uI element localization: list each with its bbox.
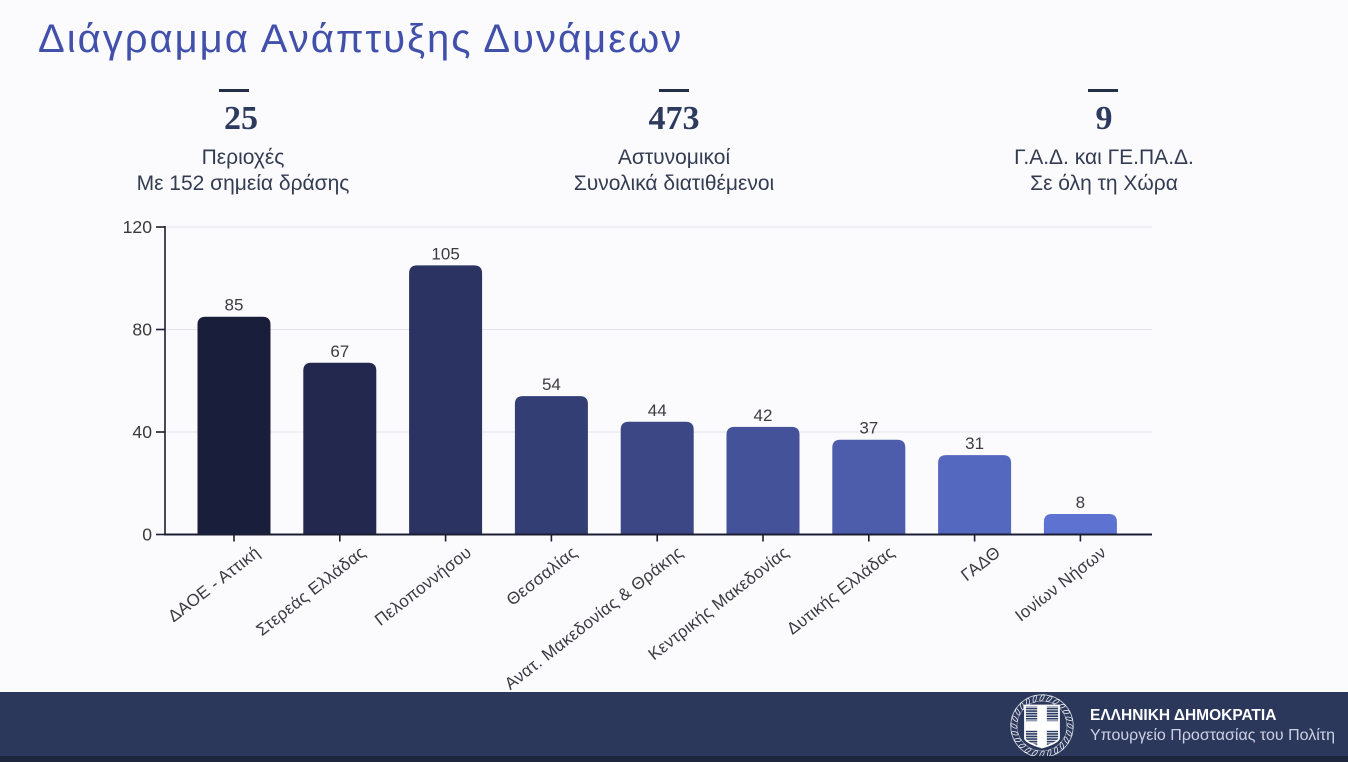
svg-text:31: 31 [965,434,984,453]
svg-text:67: 67 [330,342,349,361]
svg-text:105: 105 [431,244,459,263]
svg-text:80: 80 [132,320,152,340]
svg-text:42: 42 [754,406,773,425]
svg-text:0: 0 [142,525,152,545]
svg-text:Πελοποννήσου: Πελοποννήσου [371,543,475,630]
svg-text:Θεσσαλίας: Θεσσαλίας [503,543,581,610]
svg-text:ΓΑΔΘ: ΓΑΔΘ [957,543,1004,585]
svg-text:Ιονίων Νήσων: Ιονίων Νήσων [1012,543,1110,626]
svg-text:37: 37 [859,419,878,438]
svg-text:8: 8 [1076,493,1085,512]
svg-text:85: 85 [225,296,244,315]
svg-text:ΔΑΟΕ - Αττική: ΔΑΟΕ - Αττική [164,543,263,626]
svg-text:44: 44 [648,401,667,420]
svg-text:Ανατ. Μακεδονίας & Θράκης: Ανατ. Μακεδονίας & Θράκης [501,543,687,694]
svg-text:54: 54 [542,375,561,394]
svg-text:Στερεάς Ελλάδας: Στερεάς Ελλάδας [253,543,370,640]
svg-text:120: 120 [123,217,153,237]
svg-text:Δυτικής Ελλάδας: Δυτικής Ελλάδας [783,543,898,639]
svg-text:40: 40 [132,422,152,442]
